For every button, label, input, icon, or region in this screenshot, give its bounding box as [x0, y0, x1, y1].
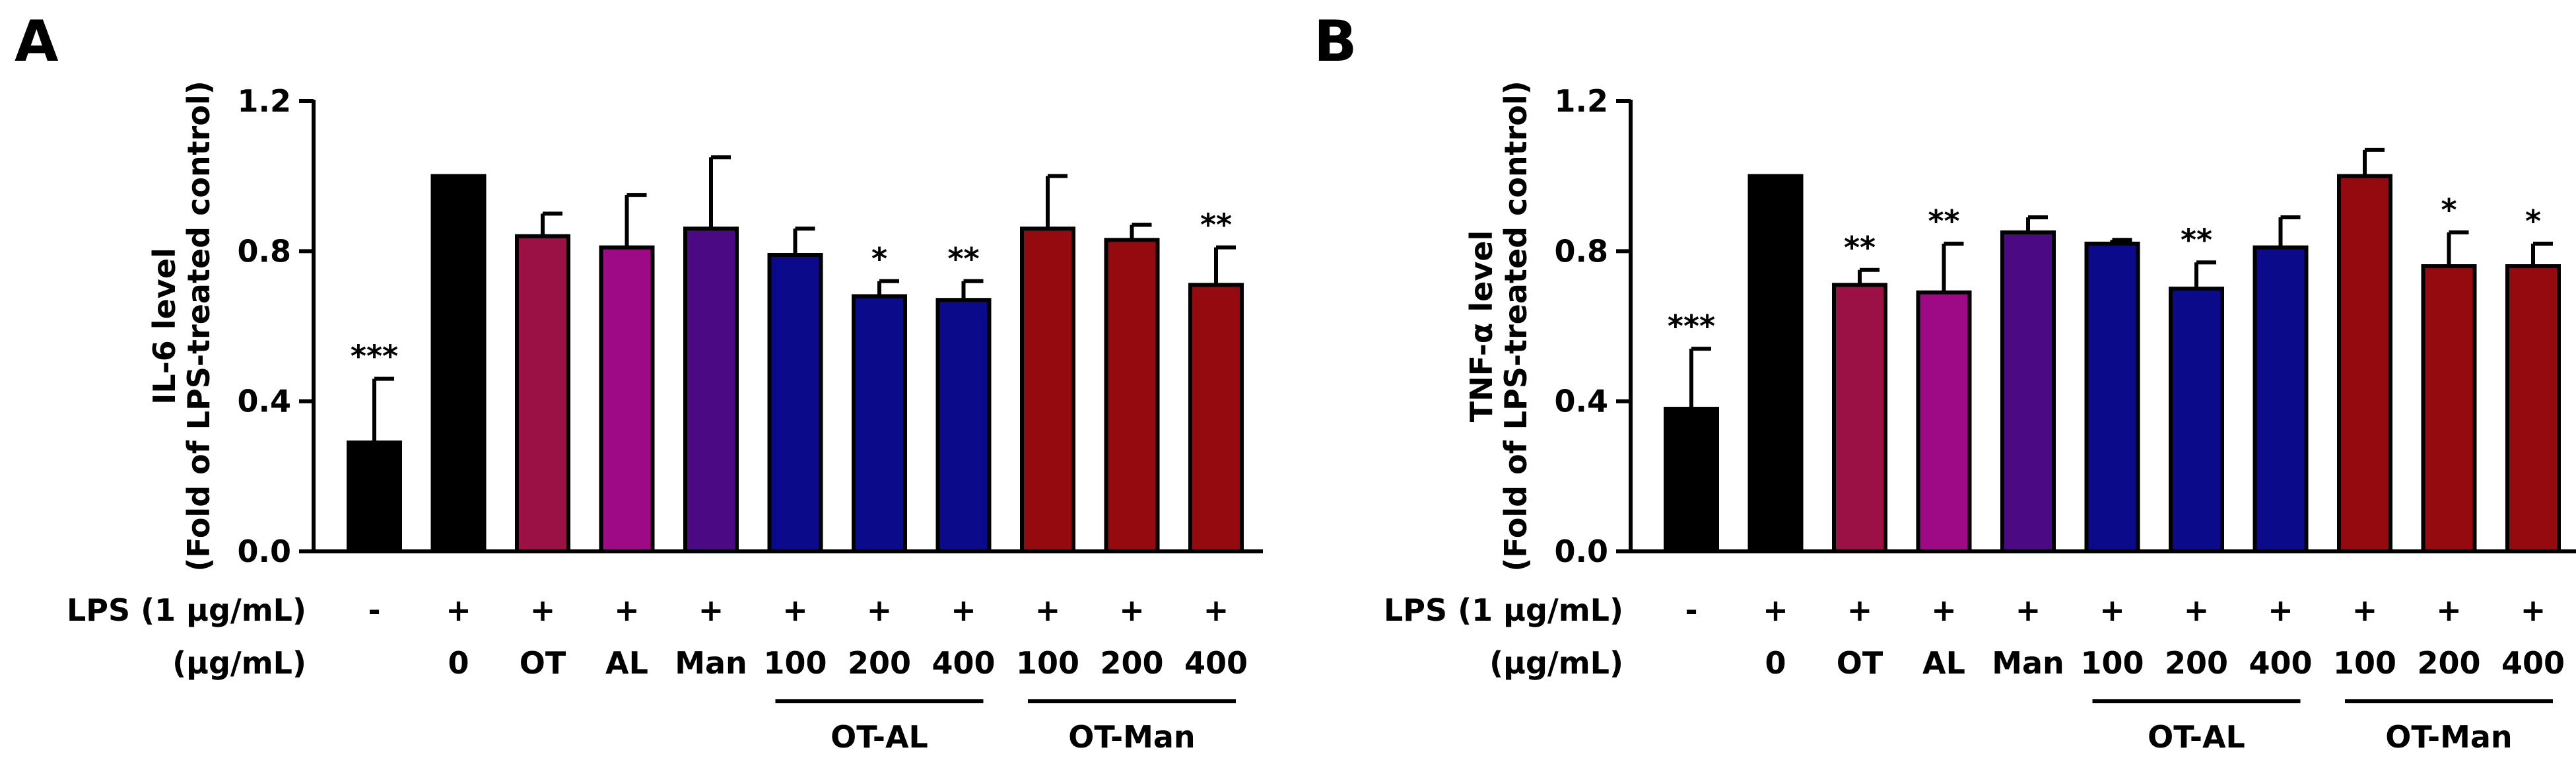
dose-label: 400: [2249, 645, 2312, 681]
dose-label: 200: [2417, 645, 2480, 681]
dose-label: Man: [675, 645, 747, 681]
significance-label: *: [2525, 203, 2541, 239]
lps-sign: +: [2352, 592, 2378, 628]
bar: [1664, 407, 1719, 553]
y-axis-label: TNF-α level: [1464, 230, 1499, 423]
y-tick-label: 0.0: [1555, 534, 1609, 569]
dose-label: AL: [605, 645, 648, 681]
significance-label: **: [947, 241, 979, 277]
significance-label: ***: [1668, 308, 1715, 344]
lps-sign: -: [1685, 592, 1697, 628]
lps-sign: +: [530, 592, 556, 628]
lps-sign: +: [1119, 592, 1145, 628]
bar: [1020, 226, 1075, 553]
dose-row-label: (μg/mL): [172, 645, 306, 681]
panel-a: A IL-6 level(Fold of LPS-treated control)…: [15, 9, 1263, 755]
lps-sign: +: [951, 592, 976, 628]
bar: [2253, 245, 2309, 553]
bar: [2000, 230, 2056, 553]
panel-letter: A: [15, 9, 59, 75]
panel-letter: B: [1314, 9, 1357, 75]
bar: [2505, 264, 2561, 553]
group-label: OT-Man: [1068, 719, 1195, 755]
bar: [1188, 283, 1244, 553]
bar: [1916, 290, 1972, 553]
y-axis-label: IL-6 level: [147, 248, 182, 404]
y-tick-label: 0.0: [238, 534, 292, 569]
lps-sign: +: [2016, 592, 2041, 628]
bar: [852, 294, 907, 553]
lps-sign: +: [1035, 592, 1061, 628]
bar: [2084, 241, 2140, 553]
lps-sign: +: [1763, 592, 1788, 628]
dose-label: OT: [1837, 645, 1883, 681]
lps-row-label: LPS (1 μg/mL): [67, 592, 306, 628]
y-tick-label: 0.8: [238, 233, 292, 269]
dose-label: 200: [848, 645, 911, 681]
lps-sign: +: [1931, 592, 1957, 628]
group-label: OT-AL: [830, 719, 928, 755]
lps-sign: +: [867, 592, 893, 628]
bar: [1747, 174, 1804, 553]
significance-label: ***: [351, 339, 398, 374]
bar: [1104, 238, 1160, 553]
dose-row-label: (μg/mL): [1489, 645, 1623, 681]
lps-sign: +: [2268, 592, 2293, 628]
y-tick-label: 1.2: [1555, 83, 1609, 119]
significance-label: *: [871, 241, 887, 277]
dose-label: AL: [1922, 645, 1965, 681]
lps-row-label: LPS (1 μg/mL): [1384, 592, 1623, 628]
significance-label: **: [1200, 207, 1232, 243]
dose-label: 100: [2333, 645, 2396, 681]
bar: [515, 234, 570, 553]
dose-label: 200: [1100, 645, 1163, 681]
bar: [2337, 174, 2392, 553]
lps-sign: +: [614, 592, 640, 628]
lps-sign: +: [2521, 592, 2546, 628]
y-axis-label-units: (Fold of LPS-treated control): [181, 81, 217, 572]
y-tick-label: 0.4: [238, 384, 292, 419]
panel-b: B TNF-α level(Fold of LPS-treated control…: [1314, 9, 2576, 755]
bar: [430, 174, 487, 553]
dose-label: 400: [932, 645, 995, 681]
dose-label: Man: [1992, 645, 2064, 681]
bar: [683, 226, 739, 553]
significance-label: **: [2181, 222, 2212, 258]
dose-label: 200: [2165, 645, 2228, 681]
bar: [599, 245, 655, 553]
dose-label: 0: [448, 645, 469, 681]
bar: [2169, 287, 2224, 553]
lps-sign: +: [2099, 592, 2125, 628]
dose-label: 400: [1184, 645, 1248, 681]
dose-label: 100: [763, 645, 827, 681]
bar: [935, 298, 992, 553]
bar: [347, 440, 402, 554]
bar: [1832, 283, 1887, 553]
dose-label: 100: [2080, 645, 2144, 681]
lps-sign: +: [698, 592, 724, 628]
group-label: OT-AL: [2148, 719, 2245, 755]
dose-label: 100: [1016, 645, 1079, 681]
y-axis-label-units: (Fold of LPS-treated control): [1498, 81, 1534, 572]
lps-sign: -: [368, 592, 380, 628]
bar: [767, 253, 823, 553]
lps-sign: +: [782, 592, 808, 628]
lps-sign: +: [2184, 592, 2210, 628]
lps-sign: +: [2436, 592, 2462, 628]
lps-sign: +: [1203, 592, 1229, 628]
significance-label: **: [1928, 203, 1959, 239]
group-label: OT-Man: [2385, 719, 2512, 755]
y-tick-label: 1.2: [238, 83, 292, 119]
significance-label: *: [2441, 192, 2457, 228]
dose-label: 0: [1765, 645, 1786, 681]
dose-label: 400: [2501, 645, 2565, 681]
bar: [2421, 264, 2477, 553]
y-tick-label: 0.4: [1555, 384, 1609, 419]
dose-label: OT: [520, 645, 566, 681]
significance-label: **: [1844, 230, 1876, 265]
lps-sign: +: [446, 592, 471, 628]
y-tick-label: 0.8: [1555, 233, 1609, 269]
lps-sign: +: [1847, 592, 1873, 628]
